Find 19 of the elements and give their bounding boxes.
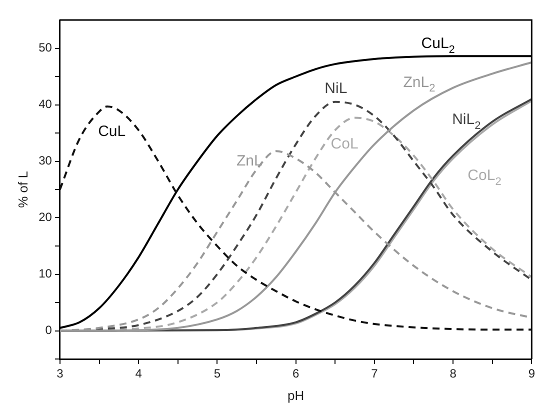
x-tick-label: 4 (135, 366, 142, 381)
series-label: CoL (330, 135, 358, 152)
y-axis-title: % of L (15, 171, 30, 208)
series-label: ZnL (236, 152, 262, 170)
y-tick-label: 50 (38, 40, 52, 55)
series-label: NiL (324, 80, 348, 98)
x-tick-label: 6 (292, 366, 300, 381)
y-tick-label: 30 (38, 154, 52, 168)
y-tick-label: 40 (38, 97, 52, 112)
x-axis-title: pH (287, 388, 304, 403)
y-tick-label: 20 (38, 210, 52, 224)
x-tick-label: 3 (56, 366, 64, 381)
y-tick-label: 0 (45, 323, 52, 338)
x-tick-label: 5 (214, 366, 221, 381)
series-label: CuL (98, 123, 126, 140)
y-tick-label: 10 (38, 266, 52, 281)
x-tick-label: 7 (371, 366, 378, 381)
x-tick-label: 8 (450, 366, 457, 381)
x-tick-label: 9 (528, 366, 536, 381)
